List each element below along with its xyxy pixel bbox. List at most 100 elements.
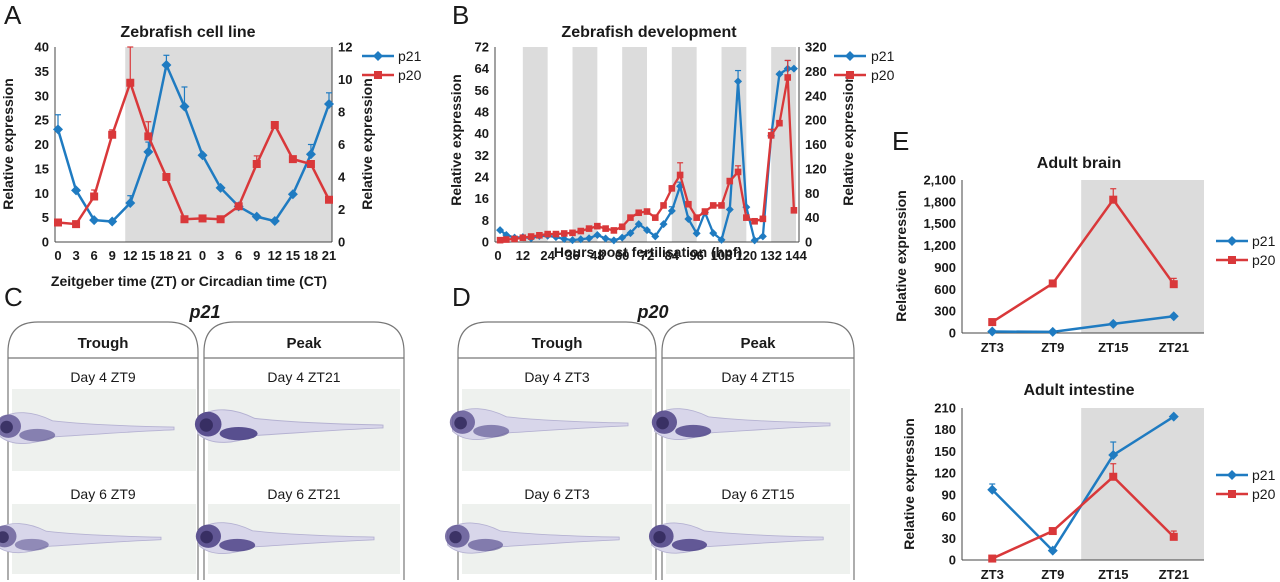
y2-tick-label: 120 xyxy=(805,161,827,176)
data-point xyxy=(576,235,585,244)
data-point xyxy=(609,236,618,245)
data-point xyxy=(1227,470,1237,480)
data-point xyxy=(668,185,676,192)
x-tick-label: 132 xyxy=(760,248,782,263)
data-point xyxy=(179,101,190,112)
y-tick-label: 16 xyxy=(475,191,489,206)
y-tick-label: 900 xyxy=(934,260,956,275)
data-point xyxy=(144,132,153,141)
y-tick-label: 0 xyxy=(42,235,49,250)
image-caption: Day 6 ZT21 xyxy=(267,486,340,502)
y-tick-label: 72 xyxy=(475,40,489,55)
data-point xyxy=(790,207,798,214)
embryo xyxy=(444,522,620,554)
data-point xyxy=(585,225,593,232)
embryo-gut xyxy=(219,538,256,552)
data-point xyxy=(684,214,693,223)
y-tick-label: 1,200 xyxy=(923,238,956,253)
data-point xyxy=(717,235,726,244)
x-tick-label: 48 xyxy=(590,248,604,263)
tab-peak-frame xyxy=(661,321,855,580)
x-tick-label: 96 xyxy=(689,248,703,263)
data-point xyxy=(143,146,154,157)
data-point xyxy=(569,229,576,237)
x-tick-label: 24 xyxy=(540,248,555,263)
data-point xyxy=(1227,236,1237,246)
y-tick-label: 30 xyxy=(35,88,49,103)
night-shading xyxy=(522,47,548,242)
x-tick-label: 6 xyxy=(91,248,98,263)
y-tick-label: 0 xyxy=(949,326,956,341)
x-tick-label: 21 xyxy=(322,248,336,263)
y-tick-label: 20 xyxy=(35,137,49,152)
panel-label-e: E xyxy=(892,126,909,156)
x-tick-label: 21 xyxy=(177,248,191,263)
data-point xyxy=(750,236,759,245)
data-point xyxy=(602,225,609,232)
legend-label: p20 xyxy=(1252,486,1276,502)
data-point xyxy=(846,71,854,79)
y2-tick-label: 240 xyxy=(805,88,827,103)
data-point xyxy=(325,195,333,204)
data-point xyxy=(216,215,225,224)
data-point xyxy=(544,230,551,238)
tab-trough-label: Trough xyxy=(78,335,129,352)
data-point xyxy=(709,202,717,209)
embryo-drawings xyxy=(0,408,831,554)
data-point xyxy=(374,71,382,79)
y-tick-label: 1,800 xyxy=(923,194,956,209)
data-point xyxy=(610,227,618,234)
panel-label-d: D xyxy=(452,282,471,312)
embryo-eye xyxy=(653,530,666,544)
data-point xyxy=(287,189,298,200)
data-point xyxy=(1228,490,1236,498)
data-point xyxy=(560,235,569,244)
data-point xyxy=(1109,472,1118,481)
data-point xyxy=(709,229,718,238)
x-tick-label: ZT21 xyxy=(1159,340,1189,355)
x-tick-label: 18 xyxy=(159,248,173,263)
x-tick-label: 15 xyxy=(141,248,155,263)
data-point xyxy=(1228,256,1236,264)
data-point xyxy=(618,223,626,231)
x-tick-label: ZT15 xyxy=(1098,340,1128,355)
legend-label: p21 xyxy=(1252,467,1276,483)
data-point xyxy=(197,150,208,161)
data-point xyxy=(660,202,667,209)
data-point xyxy=(511,235,518,243)
y2-tick-label: 200 xyxy=(805,113,827,128)
data-point xyxy=(845,51,855,61)
data-point xyxy=(593,230,602,239)
x-tick-label: 15 xyxy=(286,248,300,263)
embryo-eye xyxy=(0,531,9,544)
series-line-p20 xyxy=(991,197,1175,324)
data-point xyxy=(734,168,742,176)
y2-tick-label: 4 xyxy=(338,170,346,185)
data-point xyxy=(601,234,610,243)
data-point xyxy=(90,192,99,201)
data-point xyxy=(502,236,510,243)
image-caption: Day 4 ZT21 xyxy=(267,369,340,385)
embryo xyxy=(195,522,375,554)
data-point xyxy=(594,222,601,230)
panel-label-c: C xyxy=(4,282,23,312)
x-tick-label: 12 xyxy=(516,248,530,263)
x-tick-label: 6 xyxy=(235,248,242,263)
embryo xyxy=(194,409,384,443)
data-point xyxy=(784,74,792,81)
tab-peak-label: Peak xyxy=(286,335,322,352)
y-tick-label: 600 xyxy=(934,282,956,297)
x-tick-label: ZT21 xyxy=(1159,567,1189,582)
y2-tick-label: 10 xyxy=(338,72,352,87)
series-line-p20 xyxy=(991,475,1175,560)
legend-label: p20 xyxy=(1252,252,1276,268)
data-point xyxy=(692,229,701,238)
series-line-p21 xyxy=(992,315,1174,334)
embryo-gut xyxy=(671,538,708,552)
data-point xyxy=(618,233,627,242)
y-tick-label: 210 xyxy=(934,401,956,416)
x-tick-label: 72 xyxy=(640,248,654,263)
embryo-gut xyxy=(219,426,258,441)
x-tick-label: 9 xyxy=(253,248,260,263)
chart-development: Zebrafish development Relative expressio… xyxy=(448,24,895,263)
